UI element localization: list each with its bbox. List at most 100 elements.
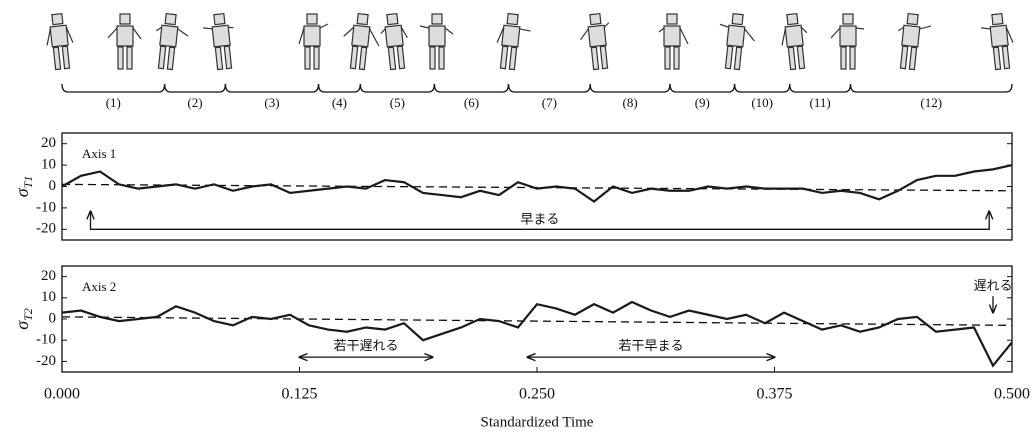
- robot-leg: [52, 46, 62, 71]
- y-tick-label: -10: [36, 332, 56, 348]
- robot: [343, 12, 380, 71]
- robot-head: [213, 12, 226, 26]
- robot: [156, 12, 189, 71]
- robot-body: [663, 25, 681, 47]
- robot-arm: [919, 25, 932, 30]
- phase-label: (5): [390, 95, 405, 110]
- robot-leg: [61, 45, 71, 70]
- phase-label: (8): [623, 95, 638, 110]
- panel-label: Axis 2: [82, 279, 116, 294]
- robot-head: [431, 13, 443, 25]
- phase-label: (10): [751, 95, 773, 110]
- robot: [579, 12, 610, 71]
- robot-arm: [1005, 27, 1014, 43]
- y-tick-label: -20: [36, 353, 56, 369]
- robot: [107, 13, 142, 70]
- robot-leg: [117, 46, 124, 70]
- robot-arm: [132, 27, 142, 40]
- robot-arm: [65, 27, 74, 43]
- robot-arm: [298, 27, 305, 45]
- robot-body: [384, 24, 404, 48]
- robot-leg: [223, 45, 233, 70]
- robot-body: [116, 25, 134, 47]
- robot: [981, 12, 1014, 71]
- robot-arm: [603, 22, 610, 28]
- annotation-arrow: [91, 211, 990, 230]
- y-tick-label: 10: [41, 289, 56, 305]
- y-label-symbol: σ: [12, 320, 32, 330]
- robot-illustrations: [46, 12, 1014, 71]
- robot-leg: [590, 46, 600, 71]
- robot-head: [991, 12, 1004, 26]
- x-tick-label: 0.250: [519, 386, 555, 403]
- robot-arm: [107, 27, 118, 39]
- phase-label: (9): [695, 95, 710, 110]
- robot-leg: [733, 46, 743, 71]
- robot-leg: [349, 45, 359, 70]
- robot-leg: [429, 46, 436, 70]
- robot-leg: [724, 45, 734, 70]
- robot: [46, 12, 74, 71]
- robot-head: [164, 12, 177, 26]
- phase-bracket: [849, 83, 1013, 93]
- phase-label: (7): [542, 95, 557, 110]
- robot-arm: [177, 28, 189, 37]
- phase-label: (12): [920, 95, 942, 110]
- robot-head: [386, 12, 399, 26]
- robot-arm: [419, 25, 430, 29]
- x-tick-label: 0.500: [994, 386, 1030, 403]
- annotation-text: 若干早まる: [618, 338, 683, 353]
- robot-leg: [313, 46, 320, 70]
- robot-body: [901, 24, 921, 48]
- robot-arm: [855, 27, 865, 30]
- robot-head: [306, 13, 318, 25]
- annotation-text: 早まる: [520, 211, 559, 226]
- robot-body: [989, 24, 1009, 48]
- phase-bracket: [733, 83, 791, 93]
- robot-head: [842, 13, 854, 25]
- phase-bracket: [507, 83, 591, 93]
- robot-arm: [830, 27, 841, 39]
- robot-leg: [787, 46, 797, 71]
- robot-body: [49, 24, 69, 48]
- y-axis-label: σT2: [12, 308, 35, 330]
- robot-body: [211, 24, 231, 48]
- plot-frame: [61, 265, 1013, 373]
- robot-head: [506, 12, 519, 26]
- phase-bracket: [669, 83, 736, 93]
- annotation-text: 若干遅れる: [333, 338, 398, 353]
- robot-body: [159, 24, 179, 48]
- robot-arm: [380, 28, 386, 34]
- robot-body: [839, 25, 857, 47]
- robot-leg: [796, 45, 806, 70]
- robot-head: [51, 12, 64, 26]
- robot-leg: [126, 46, 133, 70]
- robot-body: [428, 25, 446, 47]
- robot-arm: [228, 26, 234, 29]
- annotation-text: 遅れる: [973, 278, 1012, 293]
- x-tick-label: 0.000: [44, 386, 80, 403]
- robot: [496, 12, 531, 71]
- robot-leg: [992, 46, 1002, 71]
- robot-leg: [214, 46, 224, 71]
- robot-head: [786, 12, 799, 26]
- robot-leg: [899, 45, 909, 70]
- robot-body: [587, 24, 607, 48]
- y-tick-label: -20: [36, 221, 56, 237]
- robot-leg: [508, 46, 518, 71]
- robot-body: [303, 25, 321, 47]
- robot-leg: [157, 45, 167, 70]
- y-tick-label: 0: [49, 178, 57, 194]
- robot-arm: [319, 23, 329, 29]
- robot-arm: [444, 27, 454, 35]
- robot: [658, 13, 689, 70]
- robot-arm: [781, 28, 786, 46]
- robot-leg: [438, 46, 445, 70]
- robot-leg: [396, 45, 406, 70]
- robot-arm: [203, 27, 213, 30]
- phase-bracket: [359, 83, 436, 93]
- y-tick-label: 20: [41, 135, 56, 151]
- phase-bracket: [61, 83, 166, 93]
- robot-arm: [981, 27, 991, 30]
